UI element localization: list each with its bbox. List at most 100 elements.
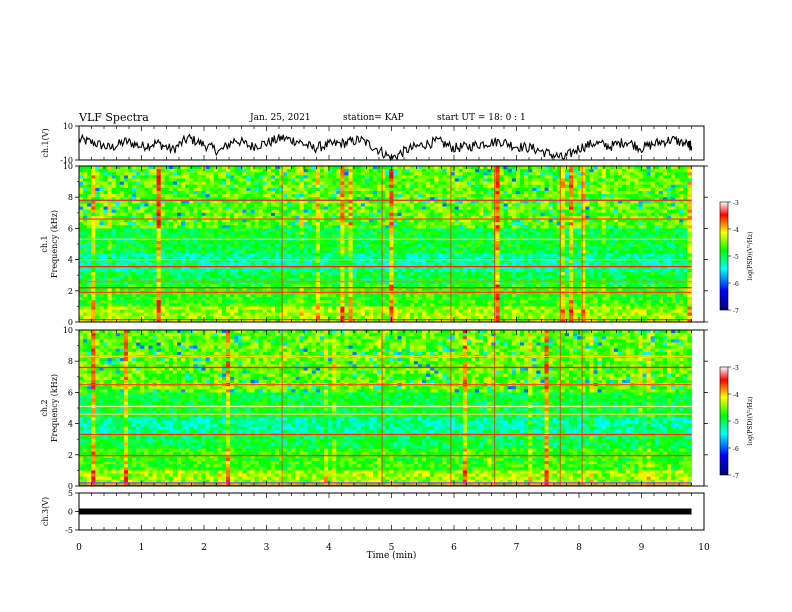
spectrogram-cell: [389, 172, 394, 176]
spectrogram-cell: [148, 197, 153, 201]
spectrogram-cell: [119, 166, 125, 170]
spectrogram-cell: [152, 222, 157, 226]
spectrogram-cell: [246, 253, 251, 257]
spectrogram-cell: [250, 194, 255, 198]
spectrogram-cell: [226, 244, 231, 248]
spectrogram-cell: [303, 190, 309, 195]
spectrogram-cell: [662, 222, 668, 226]
spectrogram-cell: [352, 259, 358, 264]
spectrogram-cell: [140, 181, 145, 186]
spectrogram-cell: [368, 259, 374, 264]
spectrogram-cell: [511, 234, 517, 239]
spectrogram-cell: [226, 215, 231, 220]
spectrogram-cell: [589, 256, 594, 260]
spectrogram-cell: [303, 203, 309, 207]
spectrogram-cell: [544, 219, 549, 223]
spectrogram-cell: [577, 169, 582, 173]
spectrogram-cell: [95, 187, 100, 192]
spectrogram-cell: [79, 250, 84, 254]
spectrogram-cell: [242, 178, 247, 182]
spectrogram-cell: [340, 190, 345, 195]
spectrogram-cell: [201, 212, 206, 217]
spectrogram-cell: [193, 175, 198, 179]
spectrogram-cell: [258, 203, 264, 207]
spectrogram-cell: [324, 222, 329, 226]
spectrogram-cell: [299, 212, 304, 217]
spectrogram-cell: [258, 181, 264, 186]
spectrogram-cell: [654, 169, 660, 173]
spectrogram-cell: [262, 222, 268, 226]
spectrogram-cell: [205, 247, 211, 251]
spectrogram-cell: [283, 200, 288, 204]
spectrogram-cell: [548, 262, 554, 267]
spectrogram-cell: [450, 256, 456, 260]
spectrogram-cell: [630, 166, 635, 170]
spectrogram-cell: [434, 200, 439, 204]
spectrogram-cell: [340, 222, 345, 226]
spectrogram-cell: [434, 181, 439, 186]
spectrogram-cell: [528, 247, 533, 251]
spectrogram-cell: [287, 219, 292, 223]
spectrogram-cell: [422, 256, 427, 260]
spectrogram-cell: [646, 231, 652, 236]
spectrogram-cell: [556, 209, 562, 214]
spectrogram-cell: [536, 187, 541, 192]
spectrogram-cell: [389, 190, 394, 195]
spectrogram-cell: [389, 247, 394, 251]
spectrogram-cell: [217, 219, 223, 223]
spectrogram-cell: [630, 206, 635, 211]
spectrogram-cell: [634, 169, 639, 173]
spectrogram-cell: [160, 206, 166, 211]
spectrogram-cell: [99, 231, 104, 236]
spectrogram-cell: [209, 234, 215, 239]
spectrogram-cell: [275, 259, 280, 264]
spectrogram-cell: [622, 219, 627, 223]
spectrogram-cell: [83, 169, 88, 173]
spectrogram-cell: [454, 206, 460, 211]
spectrogram-cell: [103, 178, 108, 182]
spectrogram-cell: [95, 240, 100, 245]
spectrogram-cell: [238, 200, 243, 204]
spectrogram-cell: [642, 212, 647, 217]
spectrogram-cell: [564, 166, 570, 170]
spectrogram-cell: [246, 219, 251, 223]
spectrogram-cell: [340, 194, 345, 198]
spectrogram-cell: [618, 178, 623, 182]
spectrogram-cell: [373, 247, 378, 251]
spectrogram-cell: [413, 172, 419, 176]
spectrogram-cell: [679, 219, 684, 223]
spectrogram-cell: [79, 206, 84, 211]
spectrogram-cell: [622, 262, 627, 267]
spectrogram-cell: [483, 169, 488, 173]
spectrogram-cell: [552, 222, 558, 226]
spectrogram-cell: [87, 244, 92, 248]
spectrogram-cell: [172, 200, 178, 204]
spectrogram-cell: [593, 247, 598, 251]
spectrogram-cell: [377, 175, 382, 179]
spectrogram-cell: [181, 175, 186, 179]
spectrogram-cell: [262, 256, 268, 260]
spectrogram-cell: [95, 209, 100, 214]
spectrogram-cell: [552, 206, 558, 211]
spectrogram-cell: [577, 222, 582, 226]
spectrogram-cell: [103, 187, 108, 192]
spectrogram-cell: [471, 206, 476, 211]
spectrogram-cell: [103, 194, 108, 198]
spectrogram-cell: [499, 178, 505, 182]
spectrogram-cell: [246, 215, 251, 220]
spectrogram-cell: [499, 172, 505, 176]
spectrogram-cell: [319, 206, 325, 211]
spectrogram-cell: [299, 265, 304, 270]
spectrogram-cell: [405, 228, 411, 232]
spectrogram-cell: [524, 209, 529, 214]
spectrogram-cell: [687, 212, 692, 217]
spectrogram-cell: [360, 197, 366, 201]
spectrogram-cell: [303, 240, 309, 245]
spectrogram-cell: [503, 215, 509, 220]
spectrogram-cell: [287, 194, 292, 198]
spectrogram-cell: [564, 172, 570, 176]
spectrogram-cell: [307, 219, 313, 223]
spectrogram-cell: [319, 200, 325, 204]
spectrogram-cell: [287, 253, 292, 257]
spectrogram-cell: [234, 219, 239, 223]
